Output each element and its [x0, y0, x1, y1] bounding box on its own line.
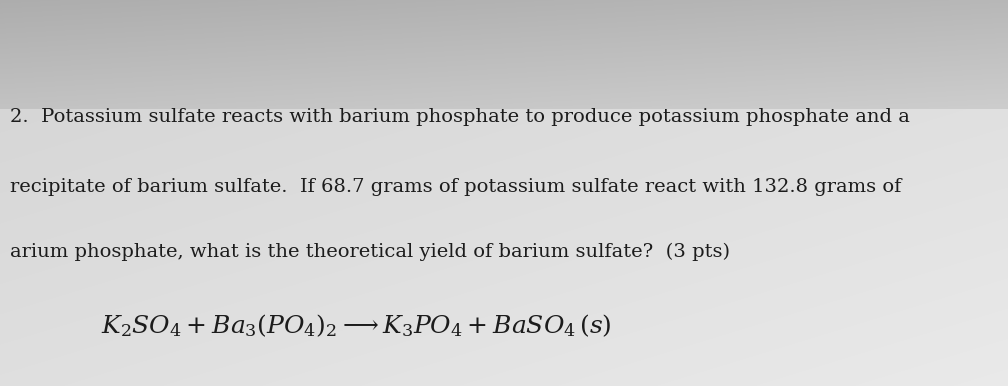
Text: arium phosphate, what is the theoretical yield of barium sulfate?  (3 pts): arium phosphate, what is the theoretical…	[10, 243, 730, 261]
Text: recipitate of barium sulfate.  If 68.7 grams of potassium sulfate react with 132: recipitate of barium sulfate. If 68.7 gr…	[10, 178, 901, 196]
Text: $K_2SO_4 + Ba_3(PO_4)_2 \longrightarrow K_3PO_4 + BaSO_4\,(s)$: $K_2SO_4 + Ba_3(PO_4)_2 \longrightarrow …	[101, 313, 612, 339]
Text: 2.  Potassium sulfate reacts with barium phosphate to produce potassium phosphat: 2. Potassium sulfate reacts with barium …	[10, 108, 910, 126]
